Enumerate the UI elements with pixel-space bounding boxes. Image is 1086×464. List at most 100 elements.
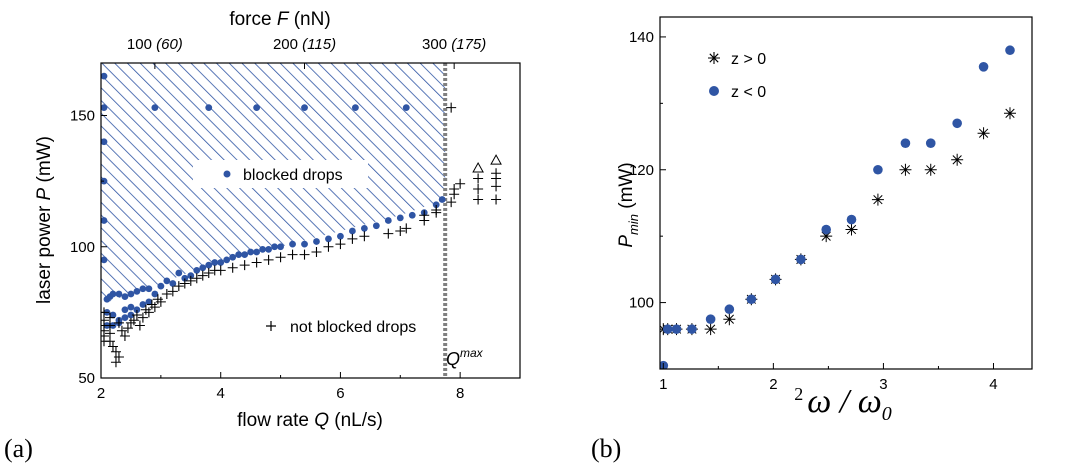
z-positive-point xyxy=(951,153,964,166)
z-negative-point xyxy=(705,314,716,324)
blocked-drop-point xyxy=(187,272,195,280)
blocked-drop-point xyxy=(101,217,108,224)
blocked-drop-point xyxy=(223,256,231,264)
not-blocked-drop-point xyxy=(446,102,457,113)
z-positive-point xyxy=(1003,107,1016,120)
not-blocked-drop-point xyxy=(119,331,130,341)
blocked-drop-point xyxy=(101,256,108,264)
blocked-drop-point xyxy=(351,104,359,112)
not-blocked-drop-point xyxy=(491,168,502,179)
z-positive-point xyxy=(977,127,990,140)
panel-label-a: (a) xyxy=(4,434,33,463)
not-blocked-drop-point xyxy=(134,320,145,331)
z-positive-point xyxy=(704,323,717,336)
chart-a-plot-area xyxy=(101,63,502,378)
z-negative-point xyxy=(746,294,757,305)
chart-a-y-axis-label: laser power P (mW) xyxy=(34,136,55,304)
x-tick-label: 2 xyxy=(769,376,777,393)
blocked-drop-point xyxy=(241,251,249,259)
blocked-drop-point xyxy=(145,298,153,306)
blocked-drop-point xyxy=(301,240,308,248)
not-blocked-drop-point xyxy=(239,260,250,271)
blocked-drop-point xyxy=(438,196,446,203)
blocked-drop-point xyxy=(127,303,135,311)
blocked-drop-point xyxy=(109,290,117,298)
blocked-drop-point xyxy=(115,290,123,298)
chart-a-top-ticks: 100 (60) 200 (115) 300 (175) xyxy=(127,36,486,69)
blocked-drop-point xyxy=(211,259,219,266)
not-blocked-drop-point xyxy=(287,249,298,260)
not-blocked-drop-point xyxy=(113,317,124,328)
not-blocked-drop-point xyxy=(122,323,133,334)
blocked-drop-point xyxy=(175,269,183,277)
z-negative-point xyxy=(873,164,883,175)
not-blocked-drop-point xyxy=(131,310,142,320)
not-blocked-drop-point xyxy=(263,254,274,265)
blocked-drop-point xyxy=(271,243,278,251)
chart-a-x-ticks: 2 4 6 8 xyxy=(97,372,521,402)
blocked-drop-point xyxy=(121,314,129,322)
open-triangle-point xyxy=(490,154,502,165)
blocked-drop-point xyxy=(360,224,368,232)
blocked-drop-point xyxy=(229,253,237,261)
y-tick-label: 100 xyxy=(70,239,95,256)
chart-a-x-axis-label: flow rate Q (nL/s) xyxy=(237,410,383,431)
z-positive-point xyxy=(924,163,937,176)
blocked-drop-point xyxy=(384,217,392,224)
blocked-drop-point xyxy=(133,306,141,314)
z-negative-point xyxy=(952,118,962,129)
legend-zneg-dot xyxy=(709,86,719,96)
z-negative-point xyxy=(671,324,682,334)
blocked-drop-point xyxy=(101,72,108,80)
not-blocked-drop-point xyxy=(167,286,178,297)
not-blocked-drop-point xyxy=(197,270,208,281)
z-positive-point xyxy=(845,223,858,236)
chart-b-x-ticks: 1 2 3 4 xyxy=(659,363,998,393)
legend-zpos-label: z > 0 xyxy=(731,51,766,68)
x-tick-label: 8 xyxy=(456,385,464,402)
not-blocked-drop-point xyxy=(491,194,502,205)
legend-zneg-label: z < 0 xyxy=(731,84,766,101)
blocked-drop-point xyxy=(247,248,255,256)
blocked-drop-point xyxy=(337,232,344,240)
blocked-drop-point xyxy=(259,245,267,253)
z-positive-point xyxy=(899,163,912,176)
blocked-drop-point xyxy=(253,248,261,256)
not-blocked-drop-point xyxy=(473,184,484,194)
not-blocked-drop-point xyxy=(227,262,238,273)
z-negative-point xyxy=(925,138,936,148)
not-blocked-drop-point xyxy=(110,346,121,357)
not-blocked-drop-point xyxy=(161,289,172,299)
blocked-drop-point xyxy=(396,214,404,222)
not-blocked-drop-point xyxy=(137,312,148,323)
x-tick-label: 3 xyxy=(879,376,887,393)
z-negative-point xyxy=(770,274,781,285)
y-tick-label: 100 xyxy=(629,295,654,312)
x-tick-label: 4 xyxy=(217,385,225,402)
chart-b-y-axis-label: Pmin (mW) xyxy=(616,162,641,247)
blocked-drop-point xyxy=(289,240,296,248)
not-blocked-drop-point xyxy=(347,233,358,244)
blocked-drop-point xyxy=(151,290,159,298)
z-negative-point xyxy=(662,324,673,334)
not-blocked-drop-point xyxy=(401,223,412,234)
blocked-drop-point xyxy=(432,201,440,209)
not-blocked-drop-point xyxy=(203,268,214,278)
chart-b-frame xyxy=(659,16,1033,370)
chart-b-y-ticks: 100 120 140 xyxy=(629,29,666,312)
blocked-drop-point xyxy=(408,211,416,219)
not-blocked-drop-point xyxy=(155,296,166,307)
not-blocked-drop-point xyxy=(149,302,160,313)
not-blocked-drop-point xyxy=(215,265,226,276)
blocked-drop-point xyxy=(313,238,320,245)
not-blocked-drop-point xyxy=(455,178,466,189)
not-blocked-drop-point xyxy=(173,281,184,292)
y-tick-label: 50 xyxy=(78,370,95,387)
qmax-label: Qmax xyxy=(446,346,484,369)
top-tick-label: 200 (115) xyxy=(273,36,336,53)
not-blocked-drop-point xyxy=(275,252,286,263)
not-blocked-drop-point xyxy=(446,197,457,208)
not-blocked-drop-point xyxy=(116,325,127,336)
